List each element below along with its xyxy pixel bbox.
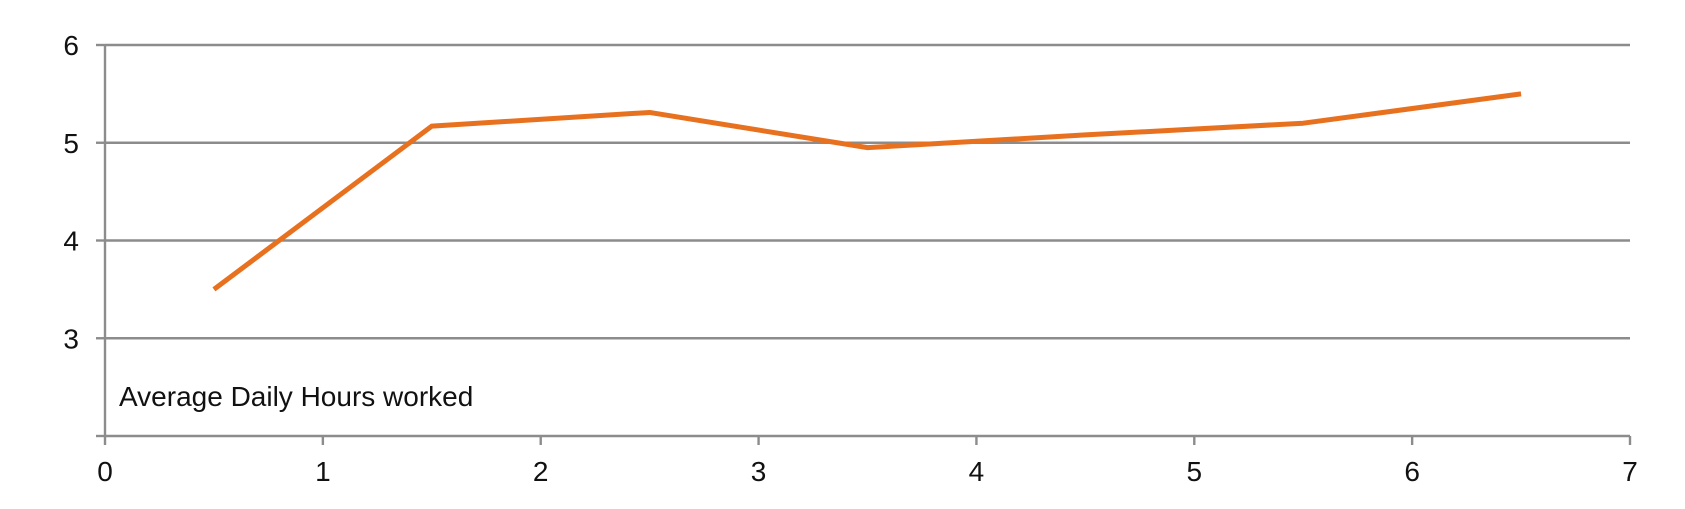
x-axis-ticks: 0 1 2 3 4 5 6 7 xyxy=(97,436,1638,487)
x-tick-label-3: 3 xyxy=(751,456,767,487)
y-tick-label-3: 3 xyxy=(63,323,79,354)
y-tick-label-4: 4 xyxy=(63,226,79,257)
x-tick-label-7: 7 xyxy=(1622,456,1638,487)
x-tick-label-1: 1 xyxy=(315,456,331,487)
x-tick-label-2: 2 xyxy=(533,456,549,487)
series-line-0 xyxy=(212,91,1522,292)
x-tick-label-0: 0 xyxy=(97,456,113,487)
x-tick-label-5: 5 xyxy=(1186,456,1202,487)
chart-annotation: Average Daily Hours worked xyxy=(119,381,473,412)
y-tick-label-6: 6 xyxy=(63,30,79,61)
series xyxy=(212,91,1522,292)
x-tick-label-6: 6 xyxy=(1404,456,1420,487)
y-axis-ticks: 3 4 5 6 xyxy=(63,30,105,438)
y-tick-label-5: 5 xyxy=(63,128,79,159)
x-tick-label-4: 4 xyxy=(969,456,985,487)
grid-lines xyxy=(105,43,1630,340)
